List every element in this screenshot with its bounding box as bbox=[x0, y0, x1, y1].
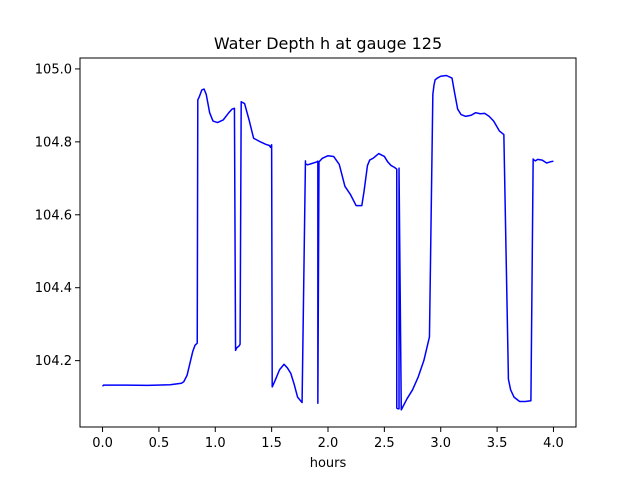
x-tick-label: 1.5 bbox=[261, 436, 282, 451]
x-axis: 0.0 0.5 1.0 1.5 2.0 2.5 3.0 3.5 4.0 bbox=[92, 427, 564, 451]
x-tick-label: 0.0 bbox=[92, 436, 113, 451]
series-line bbox=[102, 74, 554, 411]
x-tick-label: 3.5 bbox=[487, 436, 508, 451]
y-tick-label: 104.6 bbox=[35, 208, 72, 223]
chart-title: Water Depth h at gauge 125 bbox=[214, 34, 442, 53]
x-tick-label: 2.5 bbox=[374, 436, 395, 451]
y-tick-label: 104.8 bbox=[35, 135, 72, 150]
x-tick-label: 4.0 bbox=[543, 436, 564, 451]
x-tick-label: 3.0 bbox=[430, 436, 451, 451]
series-layer bbox=[102, 74, 554, 411]
x-tick-label: 0.5 bbox=[149, 436, 170, 451]
x-tick-label: 2.0 bbox=[318, 436, 339, 451]
y-tick-label: 104.4 bbox=[35, 281, 72, 296]
y-axis: 104.2 104.4 104.6 104.8 105.0 bbox=[35, 62, 80, 369]
y-tick-label: 105.0 bbox=[35, 62, 72, 77]
x-tick-label: 1.0 bbox=[205, 436, 226, 451]
x-axis-label: hours bbox=[310, 456, 347, 471]
y-tick-label: 104.2 bbox=[35, 354, 72, 369]
